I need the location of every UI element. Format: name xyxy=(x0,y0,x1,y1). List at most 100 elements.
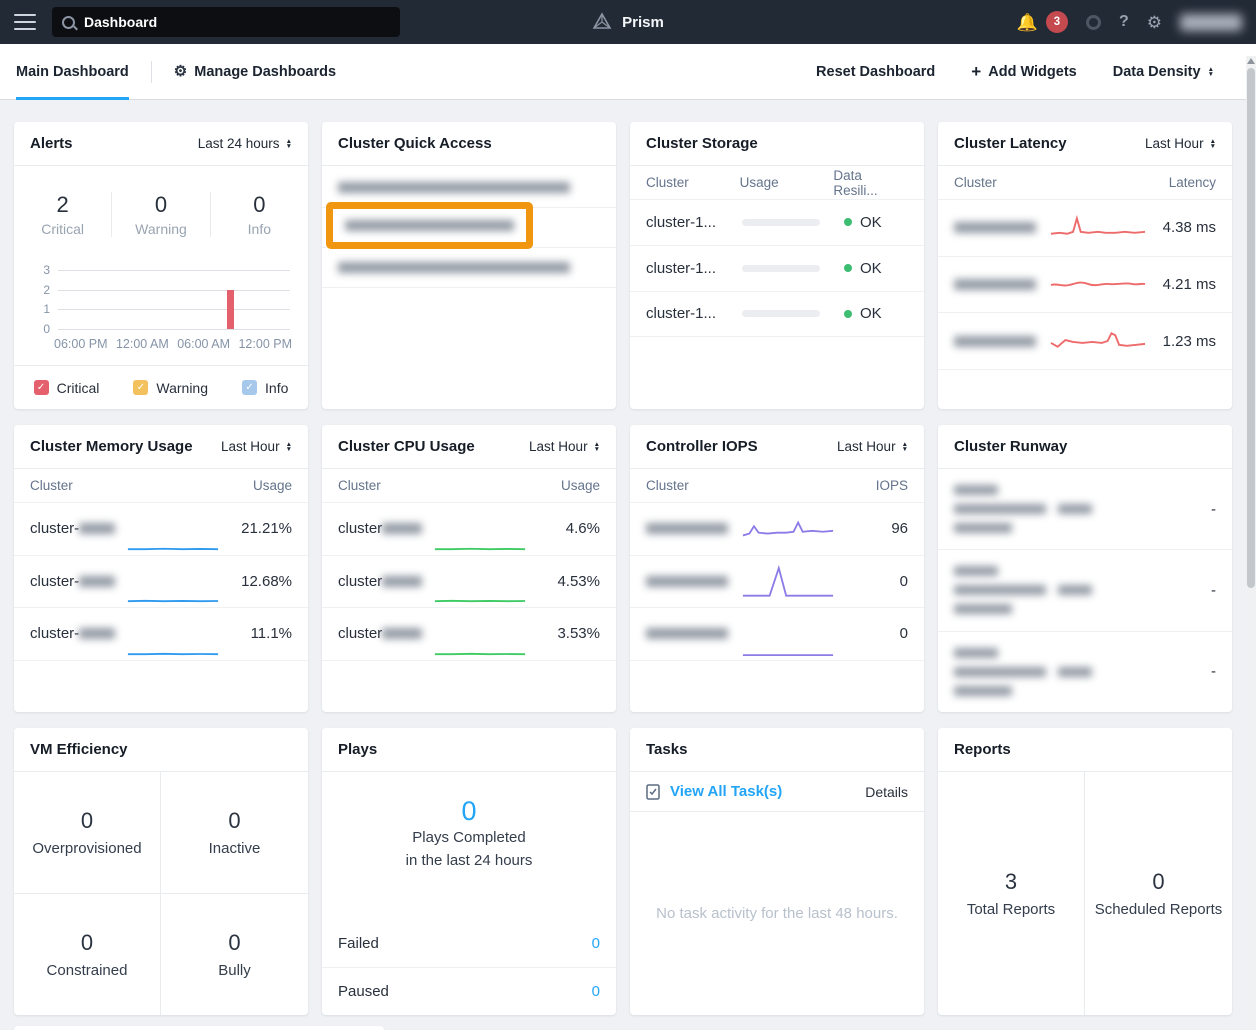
tasks-details-link[interactable]: Details xyxy=(865,783,908,800)
plays-paused-row[interactable]: Paused 0 xyxy=(322,967,616,1015)
alerts-range-dropdown[interactable]: Last 24 hours ▲ ▼ xyxy=(198,136,292,151)
user-menu-redacted[interactable] xyxy=(1180,13,1242,31)
failed-label: Failed xyxy=(338,934,379,952)
add-widgets-button[interactable]: + Add Widgets xyxy=(971,62,1076,82)
latency-sparkline xyxy=(1050,332,1146,349)
widget-alerts: Alerts Last 24 hours ▲ ▼ 2 Critical 0 War… xyxy=(14,122,308,409)
storage-row[interactable]: cluster-1... OK xyxy=(630,292,924,338)
settings-gear-icon[interactable]: ⚙ xyxy=(1146,12,1162,32)
redacted-runway-text xyxy=(954,485,1092,534)
failed-value[interactable]: 0 xyxy=(591,934,600,952)
hamburger-menu-icon[interactable] xyxy=(14,14,36,30)
vm-cell-inactive[interactable]: 0 Inactive xyxy=(161,772,308,894)
vm-cell-overprovisioned[interactable]: 0 Overprovisioned xyxy=(14,772,161,894)
runway-row[interactable]: - xyxy=(938,632,1232,712)
partial-widget-next-row xyxy=(14,1026,384,1030)
legend-warning-checkbox[interactable]: ✓ Warning xyxy=(133,380,208,396)
prism-logo-icon xyxy=(592,12,612,29)
vm-cell-bully[interactable]: 0 Bully xyxy=(218,929,251,979)
cpu-range-value: Last Hour xyxy=(529,439,588,454)
info-count: 0 xyxy=(253,191,266,217)
runway-row[interactable]: - xyxy=(938,550,1232,632)
global-search[interactable] xyxy=(52,7,400,37)
iops-value: 96 xyxy=(891,520,908,538)
scrollbar-thumb[interactable] xyxy=(1247,68,1255,588)
alerts-stat-warning[interactable]: 0 Warning xyxy=(111,191,209,237)
target-highlight-box[interactable] xyxy=(326,202,533,249)
legend-info-checkbox[interactable]: ✓ Info xyxy=(242,380,288,396)
alerts-title: Alerts xyxy=(30,135,73,152)
memory-row[interactable]: cluster- 11.1% xyxy=(14,608,308,661)
latency-row[interactable]: 1.23 ms xyxy=(938,313,1232,371)
quick-access-item-3[interactable] xyxy=(322,248,616,288)
widget-tasks: Tasks View All Task(s) Details No task a… xyxy=(630,728,924,1015)
latency-range-dropdown[interactable]: Last Hour ▲ ▼ xyxy=(1145,136,1216,151)
tab-main-dashboard[interactable]: Main Dashboard xyxy=(16,44,151,100)
cpu-sparkline xyxy=(435,652,526,655)
iops-range-value: Last Hour xyxy=(837,439,896,454)
y-tick-0: 0 xyxy=(43,322,50,336)
memory-row[interactable]: cluster- 12.68% xyxy=(14,556,308,608)
iops-range-dropdown[interactable]: Last Hour ▲ ▼ xyxy=(837,439,908,454)
cpu-row[interactable]: cluster 4.53% xyxy=(322,556,616,608)
memory-value: 12.68% xyxy=(241,572,292,590)
storage-row[interactable]: cluster-1... OK xyxy=(630,246,924,292)
manage-dashboards-button[interactable]: ⚙ Manage Dashboards xyxy=(174,64,336,80)
reports-cell-scheduled[interactable]: 0 Scheduled Reports xyxy=(1094,869,1223,918)
critical-label: Critical xyxy=(41,220,85,237)
col-cluster: Cluster xyxy=(954,175,997,190)
cpu-row[interactable]: cluster 4.6% xyxy=(322,503,616,556)
alerts-stat-info[interactable]: 0 Info xyxy=(209,191,308,237)
storage-row[interactable]: cluster-1... OK xyxy=(630,200,924,246)
legend-critical-checkbox[interactable]: ✓ Critical xyxy=(33,380,99,396)
critical-checkbox-icon: ✓ xyxy=(33,380,49,395)
latency-row[interactable]: 4.21 ms xyxy=(938,257,1232,314)
cpu-sparkline xyxy=(435,547,526,550)
cpu-range-dropdown[interactable]: Last Hour ▲ ▼ xyxy=(529,439,600,454)
redacted-cluster-name xyxy=(954,222,1036,234)
health-ring-icon[interactable] xyxy=(1085,14,1101,30)
quick-access-title: Cluster Quick Access xyxy=(338,135,492,152)
runway-value: - xyxy=(1211,581,1216,599)
iops-row[interactable]: 0 xyxy=(630,608,924,661)
reset-dashboard-button[interactable]: Reset Dashboard xyxy=(816,64,935,80)
info-label: Info xyxy=(247,220,271,237)
plays-title: Plays xyxy=(338,741,378,758)
latency-title: Cluster Latency xyxy=(954,135,1067,152)
alerts-stat-critical[interactable]: 2 Critical xyxy=(14,192,111,237)
data-density-button[interactable]: Data Density ▲ ▼ xyxy=(1113,64,1214,80)
col-data-resiliency: Data Resili... xyxy=(833,167,878,198)
iops-row[interactable]: 96 xyxy=(630,503,924,556)
redacted-cluster-name xyxy=(79,523,116,535)
page-scrollbar[interactable] xyxy=(1246,56,1256,1030)
iops-row[interactable]: 0 xyxy=(630,556,924,608)
redacted-cluster-name xyxy=(954,335,1036,347)
widget-cluster-quick-access: Cluster Quick Access xyxy=(322,122,616,409)
cpu-row[interactable]: cluster 3.53% xyxy=(322,608,616,661)
ok-status-dot xyxy=(844,309,852,318)
storage-columns: Cluster Usage Data Resili... xyxy=(630,166,924,200)
top-navbar: Prism 🔔 3 ? ⚙ xyxy=(0,0,1256,44)
search-input[interactable] xyxy=(84,14,390,30)
runway-row[interactable]: - xyxy=(938,469,1232,551)
paused-value[interactable]: 0 xyxy=(591,983,600,1000)
plays-failed-row[interactable]: Failed 0 xyxy=(322,919,616,967)
runway-value: - xyxy=(1211,663,1216,681)
memory-range-dropdown[interactable]: Last Hour ▲ ▼ xyxy=(221,439,292,454)
alerts-bell-icon[interactable]: 🔔 xyxy=(1016,12,1038,32)
vm-cell-constrained[interactable]: 0 Constrained xyxy=(14,893,161,1015)
plays-completed-count: 0 xyxy=(461,796,477,826)
y-tick-1: 1 xyxy=(43,302,50,317)
memory-row[interactable]: cluster- 21.21% xyxy=(14,503,308,556)
latency-row[interactable]: 4.38 ms xyxy=(938,200,1232,257)
alert-count-badge[interactable]: 3 xyxy=(1045,11,1068,33)
reports-cell-total[interactable]: 3 Total Reports xyxy=(938,772,1085,1015)
help-icon[interactable]: ? xyxy=(1118,13,1129,30)
redacted-cluster-link xyxy=(338,262,570,273)
alerts-plot-area: 3 2 1 0 xyxy=(43,263,290,336)
chevron-updown-icon: ▲ ▼ xyxy=(901,440,908,453)
view-all-tasks-link[interactable]: View All Task(s) xyxy=(670,783,783,800)
memory-value: 11.1% xyxy=(250,625,292,643)
scroll-up-arrow[interactable] xyxy=(1247,58,1255,64)
critical-bar[interactable] xyxy=(227,289,235,329)
